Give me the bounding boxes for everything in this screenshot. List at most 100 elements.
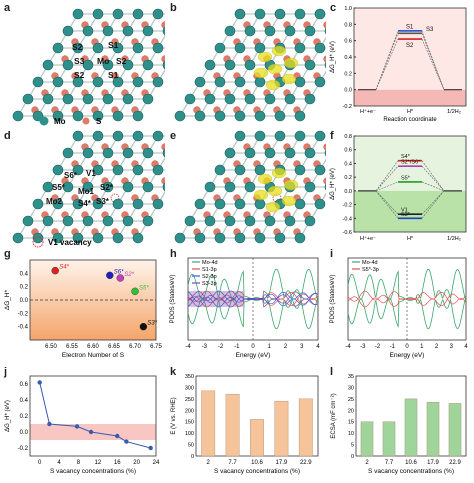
mo-atom (214, 110, 226, 122)
mo-atom (304, 59, 316, 71)
y-tick-label: 0.0 (344, 189, 352, 195)
structure-panel-e (174, 130, 326, 244)
mo-atom (152, 198, 164, 210)
legend-label: S2-3p (202, 274, 217, 280)
mo-atom (234, 164, 246, 176)
level-label: S4* (401, 154, 411, 160)
mo-atom (122, 215, 134, 227)
x-tick-label: 6.50 (45, 344, 57, 350)
y-axis-label: PDOS (States/eV) (170, 275, 176, 324)
mo-atom (234, 42, 246, 54)
panel-label-j: j (4, 366, 8, 378)
legend-label: S1-3p (202, 267, 217, 273)
y-tick-label: -0.4 (343, 216, 352, 222)
x-tick-label: -3 (360, 344, 366, 350)
x-category-label: H* (407, 236, 414, 242)
x-category-label: 2 (365, 460, 369, 466)
legend-mo-label: Mo (54, 117, 66, 126)
mo-atom (234, 232, 246, 244)
data-point (88, 429, 94, 435)
mo-atom (72, 76, 84, 88)
y-axis-label: ECSA (mF cm⁻²) (331, 393, 337, 438)
bar (426, 402, 440, 457)
panel-label-h: h (170, 248, 177, 260)
y-tick-label: 10 (348, 431, 354, 437)
x-axis-label: Reaction coordinate (383, 117, 437, 123)
data-point (116, 274, 125, 282)
mo-atom (162, 26, 165, 36)
pdos-curve (347, 268, 467, 300)
mo-atom (72, 110, 84, 122)
mo-atom (314, 164, 326, 176)
mo-atom (122, 147, 134, 159)
y-tick-label: 0.4 (20, 271, 29, 277)
mo-atom (12, 110, 24, 122)
mo-atom (284, 215, 296, 227)
legend-s-swatch (82, 117, 90, 125)
y-tick-label: 35 (348, 374, 354, 380)
mo-atom (112, 8, 124, 20)
y-tick-label: -0.2 (343, 104, 352, 110)
y-tick-label: 0.2 (20, 285, 29, 291)
mo-atom (112, 110, 124, 122)
site-label: S3* (96, 197, 110, 206)
mo-atom (294, 76, 306, 88)
mo-atom (132, 164, 144, 176)
mo-atom (82, 59, 94, 71)
mo-atom (102, 25, 114, 37)
data-point (139, 322, 148, 331)
site-label: S3 (74, 56, 85, 66)
x-category-label: 1/2H₂ (447, 236, 461, 242)
mo-atom (112, 42, 124, 54)
y-tick-label: -0.2 (18, 446, 29, 452)
mo-atom (112, 76, 124, 88)
mo-atom (324, 183, 326, 191)
y-tick-label: 0.4 (20, 398, 29, 404)
y-tick-label: -0.6 (343, 230, 352, 236)
mo-atom (274, 232, 286, 244)
data-point (131, 287, 139, 296)
connector (421, 165, 445, 192)
mo-atom (284, 93, 296, 105)
y-axis-label: PDOS (States/eV) (330, 275, 336, 324)
data-point (51, 266, 59, 275)
mo-atom (304, 215, 316, 227)
mo-atom (234, 198, 246, 210)
y-tick-label: 25 (348, 397, 354, 403)
y-tick-label: 0.4 (344, 161, 352, 167)
mo-atom (274, 8, 286, 20)
x-category-label: H⁺+e⁻ (360, 235, 376, 242)
mo-atom (244, 147, 256, 159)
y-tick-label: 350 (185, 374, 194, 380)
x-tick-label: -4 (185, 344, 191, 350)
x-category-label: 22.9 (449, 460, 461, 466)
mo-atom (174, 110, 186, 122)
legend-label: S5*-3p (362, 267, 379, 273)
mo-atom (264, 93, 276, 105)
mo-atom (92, 130, 104, 142)
plot-frame (29, 375, 157, 457)
data-point-label: S5* (139, 285, 149, 291)
x-category-label: H⁺+e⁻ (360, 108, 376, 115)
site-label: S2 (74, 70, 85, 80)
mo-atom (234, 130, 246, 142)
mo-atom (214, 76, 226, 88)
charge-density-lobe (281, 195, 297, 207)
panel-label-e: e (170, 130, 177, 142)
mo-atom (132, 110, 144, 122)
x-tick-label: 0 (251, 344, 255, 350)
bar (448, 403, 462, 457)
x-tick-label: 6.55 (66, 344, 78, 350)
mo-atom (304, 181, 316, 193)
mo-atom (254, 198, 266, 210)
mo-atom (112, 232, 124, 244)
mo-atom (82, 25, 94, 37)
charge-density-lobe (271, 167, 287, 179)
mo-atom (102, 147, 114, 159)
connector (421, 30, 445, 90)
mo-atom (254, 232, 266, 244)
mo-atom (152, 164, 164, 176)
y-tick-label: 50 (188, 443, 194, 449)
mo-atom (194, 110, 206, 122)
x-tick-label: 24 (153, 460, 160, 466)
